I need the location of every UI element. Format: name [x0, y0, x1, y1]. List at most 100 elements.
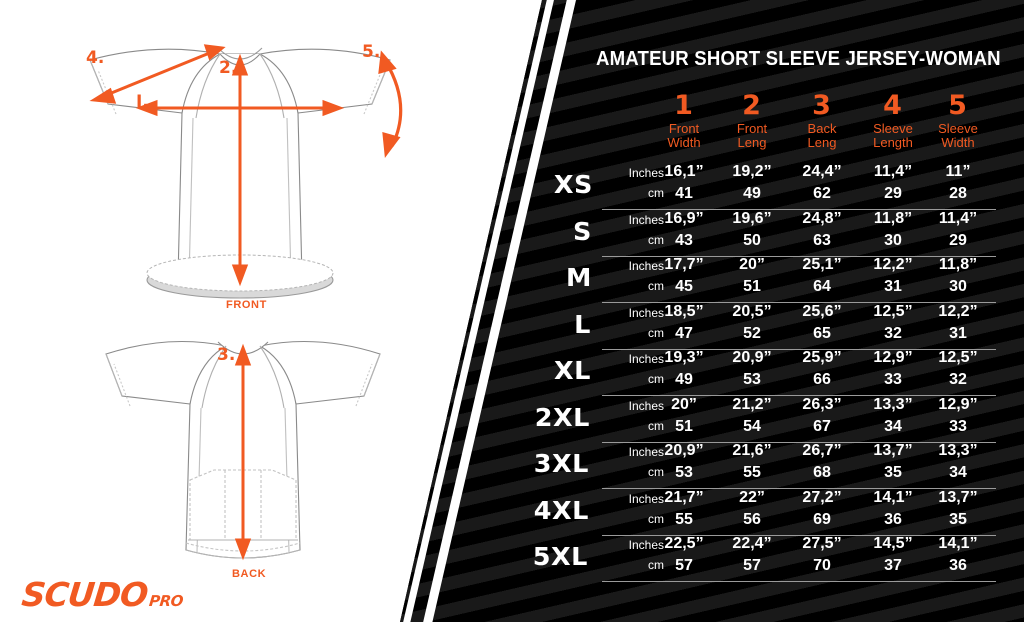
- cell-L-col4-cm: 32: [884, 324, 902, 342]
- unit-cm-S: cm: [648, 232, 664, 247]
- cell-3XL-col3-cm: 68: [813, 464, 831, 481]
- caption-line-2: Length: [873, 134, 913, 150]
- row-separator-XL: [602, 395, 996, 396]
- column-header-1: 1 Front Width: [641, 92, 727, 149]
- cell-M-col3-cm: 64: [813, 278, 831, 295]
- row-separator-XS: [602, 209, 996, 210]
- cell-XS-col1-cm: 41: [675, 185, 693, 202]
- cell-M-col5-cm: 30: [949, 278, 967, 295]
- unit-cm-3XL: cm: [648, 465, 664, 479]
- cell-2XL-col5-cm: 33: [949, 417, 967, 435]
- cell-XL-col5-inches: 12,5”: [938, 349, 978, 366]
- cell-L-col2-inches: 20,5”: [732, 302, 772, 320]
- cell-4XL-col1-cm: 55: [675, 510, 693, 528]
- unit-cm-M: cm: [648, 279, 664, 293]
- unit-inches-S: Inches: [628, 212, 664, 227]
- cell-S-col4-inches: 11,8”: [873, 209, 913, 227]
- cell-XS-col2-inches: 19,2”: [732, 163, 772, 180]
- cell-5XL-col1-cm: 57: [675, 557, 693, 574]
- unit-cm-2XL: cm: [648, 418, 664, 433]
- unit-inches-5XL: Inches: [628, 538, 664, 552]
- cell-M-col1-inches: 17,7”: [664, 256, 704, 273]
- caption-line-1: Sleeve: [938, 121, 978, 136]
- cell-M-col4-inches: 12,2”: [873, 256, 913, 273]
- marker-5-label: 5.: [362, 42, 381, 62]
- size-label-M: M: [565, 263, 592, 292]
- unit-cm-XS: cm: [648, 186, 664, 200]
- column-number-3: 3: [812, 90, 832, 121]
- cell-3XL-col2-cm: 55: [743, 464, 761, 481]
- cell-M-col3-inches: 25,1”: [802, 256, 842, 273]
- size-label-S: S: [573, 216, 593, 246]
- row-separator-4XL: [602, 534, 996, 536]
- cell-2XL-col4-cm: 34: [884, 417, 902, 435]
- cell-XL-col3-cm: 66: [813, 371, 831, 388]
- cell-XL-col3-inches: 25,9”: [802, 349, 842, 366]
- cell-S-col3-cm: 63: [813, 231, 831, 249]
- cell-S-col3-inches: 24,8”: [802, 209, 842, 227]
- caption-line-1: Sleeve: [873, 121, 913, 136]
- cell-XL-col4-cm: 33: [884, 371, 902, 388]
- cell-2XL-col1-cm: 51: [675, 417, 693, 435]
- size-label-2XL: 2XL: [534, 402, 590, 432]
- row-separator-5XL: [602, 581, 996, 582]
- cell-S-col1-cm: 43: [675, 231, 693, 249]
- cell-L-col1-cm: 47: [675, 324, 693, 342]
- cell-5XL-col3-cm: 70: [813, 557, 831, 574]
- size-label-3XL: 3XL: [534, 449, 590, 478]
- cell-M-col4-cm: 31: [884, 278, 902, 295]
- unit-inches-4XL: Inches: [628, 491, 664, 506]
- cell-2XL-col2-inches: 21,2”: [732, 395, 772, 413]
- cell-2XL-col1-inches: 20”: [671, 395, 697, 413]
- cell-XL-col4-inches: 12,9”: [873, 349, 913, 366]
- cell-XS-col4-inches: 11,4”: [873, 163, 913, 180]
- unit-inches-M: Inches: [628, 259, 664, 273]
- caption-line-1: Front: [668, 121, 700, 136]
- caption-line-2: Leng: [807, 134, 837, 150]
- cell-L-col5-cm: 31: [949, 324, 967, 342]
- column-number-2: 2: [742, 90, 762, 121]
- unit-inches-XL: Inches: [628, 352, 664, 366]
- unit-inches-XS: Inches: [628, 166, 664, 180]
- cell-4XL-col5-inches: 13,7”: [938, 488, 978, 506]
- cell-4XL-col2-cm: 56: [743, 510, 761, 528]
- cell-XL-col5-cm: 32: [949, 371, 967, 388]
- cell-3XL-col1-inches: 20,9”: [664, 442, 704, 459]
- row-separator-M: [602, 302, 996, 303]
- unit-inches-L: Inches: [628, 305, 664, 320]
- cell-5XL-col3-inches: 27,5”: [802, 535, 842, 552]
- row-separator-S: [602, 255, 996, 257]
- cell-5XL-col5-inches: 14,1”: [938, 535, 978, 552]
- cell-XS-col4-cm: 29: [884, 185, 902, 202]
- cell-XS-col5-inches: 11”: [945, 163, 971, 180]
- cell-4XL-col5-cm: 35: [949, 510, 967, 528]
- column-header-3: 3 Back Leng: [779, 92, 865, 149]
- column-number-4: 4: [883, 90, 903, 121]
- cell-4XL-col4-cm: 36: [884, 510, 902, 528]
- cell-XL-col2-inches: 20,9”: [732, 349, 772, 366]
- cell-L-col1-inches: 18,5”: [664, 302, 704, 320]
- cell-XL-col2-cm: 53: [743, 371, 761, 388]
- marker-3-label: 3.: [217, 345, 236, 365]
- size-label-5XL: 5XL: [532, 542, 589, 571]
- cell-L-col4-inches: 12,5”: [873, 302, 913, 320]
- row-separator-2XL: [602, 441, 996, 443]
- column-caption-3: Back Leng: [779, 122, 865, 149]
- caption-line-1: Front: [736, 121, 768, 136]
- cell-L-col2-cm: 52: [743, 324, 761, 342]
- cell-5XL-col2-inches: 22,4”: [732, 535, 772, 552]
- cell-L-col5-inches: 12,2”: [938, 302, 978, 320]
- cell-3XL-col4-inches: 13,7”: [873, 442, 913, 459]
- cell-M-col2-inches: 20”: [739, 256, 765, 273]
- caption-line-2: Width: [941, 134, 975, 150]
- marker-4-label: 4.: [86, 48, 105, 68]
- cell-4XL-col3-cm: 69: [813, 510, 831, 528]
- cell-S-col2-cm: 50: [743, 231, 761, 249]
- cell-3XL-col5-cm: 34: [949, 464, 967, 481]
- cell-XS-col5-cm: 28: [949, 185, 967, 202]
- cell-M-col5-inches: 11,8”: [938, 256, 978, 273]
- size-label-L: L: [574, 309, 592, 339]
- cell-5XL-col4-inches: 14,5”: [873, 535, 913, 552]
- cell-3XL-col5-inches: 13,3”: [938, 442, 978, 459]
